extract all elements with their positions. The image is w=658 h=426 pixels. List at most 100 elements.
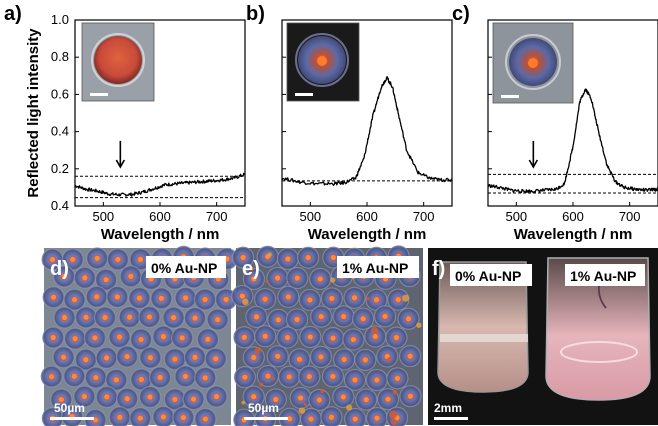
x-tick-label: 700: [413, 209, 435, 224]
x-tick-label: 600: [356, 209, 378, 224]
microbead-core: [70, 256, 76, 263]
panel-letter-f: f): [432, 258, 445, 280]
microbead-core: [180, 414, 186, 421]
x-tick-label: 600: [562, 209, 584, 224]
microbead-core: [274, 275, 281, 281]
microbead-core: [48, 373, 55, 380]
microbead-core: [341, 313, 347, 320]
microbead-core: [147, 394, 153, 400]
microbead-core: [137, 256, 144, 262]
photo-d-label-box: [146, 256, 226, 278]
microbead-core: [157, 374, 163, 380]
microbead-core: [318, 354, 324, 360]
photo-e-scale-bar: [244, 417, 288, 420]
microbead-core: [317, 276, 323, 282]
microbead-core: [213, 356, 219, 362]
microbead-core: [362, 357, 368, 363]
au-nanoparticle-speck: [241, 400, 246, 405]
microbead-core: [138, 336, 144, 343]
au-nanoparticle-speck: [272, 377, 276, 381]
microbead-core: [124, 396, 130, 402]
microbead-core: [126, 314, 133, 320]
microbead-core: [94, 255, 100, 261]
microbead-core: [103, 277, 109, 283]
x-axis-title: Wavelength / nm: [514, 226, 633, 243]
photo-e-label-box: [337, 256, 419, 278]
chart-b: 500 600 700 Wavelength / nm: [281, 19, 453, 243]
microbead-core: [285, 294, 291, 300]
microbead-core: [116, 334, 123, 340]
microbead-core: [385, 396, 391, 402]
microbead-core: [394, 375, 401, 381]
microbead-core: [146, 314, 153, 320]
microbead-core: [60, 354, 67, 360]
au-nanoparticle-speck: [365, 296, 370, 301]
y-tick-label: 0.6: [51, 86, 69, 101]
microbead-core: [330, 254, 336, 261]
microbead-core: [286, 374, 292, 380]
microbead-core: [83, 314, 89, 320]
au-nanoparticle-speck: [265, 279, 269, 283]
microbead-core: [294, 275, 300, 281]
photo-f-label-left-box: [450, 264, 532, 286]
microbead-core: [382, 313, 388, 319]
au-nanoparticle-speck: [390, 419, 398, 426]
microbead-core: [172, 356, 178, 362]
panel-letter-c: c): [452, 3, 470, 25]
y-tick-label: 0.4: [51, 124, 69, 139]
microbead-core: [82, 275, 88, 281]
microbead-core: [393, 335, 400, 341]
microbead-core: [273, 396, 279, 403]
x-tick-label: 700: [206, 209, 228, 224]
y-tick-label: 0.2: [51, 161, 69, 176]
microbead-core: [128, 273, 134, 279]
microbead-core: [117, 414, 123, 420]
microbead-core: [251, 276, 257, 282]
panel-letter-b: b): [246, 3, 265, 25]
au-nanoparticle-speck: [254, 346, 262, 354]
microbead-core: [307, 334, 313, 340]
au-nanoparticle-speck: [303, 402, 308, 407]
inset-b-scale-bar: [295, 93, 313, 96]
microbead-core: [374, 415, 380, 421]
microbead-core: [318, 313, 324, 320]
chart-a: 0.4 0.2 0.4 0.6 0.8 1.0 500 600 700 Wavelength / …: [25, 12, 246, 243]
arrow-head: [528, 159, 539, 169]
microbead-core: [363, 397, 369, 403]
spectrum-line: [281, 75, 453, 186]
au-nanoparticle-speck: [402, 294, 410, 302]
microbead-core: [124, 353, 130, 360]
microbead-core: [81, 393, 87, 400]
microbead-core: [50, 334, 56, 341]
photo-f: f) 0% Au-NP 1% Au-NP 2mm: [428, 248, 658, 425]
au-nanoparticle-speck: [267, 252, 272, 257]
inset-c: [492, 22, 574, 104]
x-tick-label: 500: [299, 209, 321, 224]
microbead-core: [213, 393, 220, 400]
x-axis-title: Wavelength / nm: [308, 226, 427, 243]
microbead-core: [102, 314, 108, 321]
microbead-core: [275, 317, 281, 323]
microbead-core: [113, 377, 119, 383]
au-nanoparticle-speck: [389, 410, 398, 419]
microbead-core: [182, 373, 189, 379]
photo-d-label: 0% Au-NP: [151, 260, 217, 276]
au-nanoparticle-speck: [298, 407, 306, 414]
microbead-core: [192, 315, 198, 321]
microbead-core: [49, 256, 56, 263]
microbead-core: [407, 393, 414, 399]
microbead-core: [241, 334, 247, 340]
microbead-core: [147, 355, 153, 361]
microbead-core: [190, 396, 197, 402]
microbead-core: [328, 414, 335, 420]
microbead-core: [136, 295, 143, 301]
panel-letter-e: e): [242, 258, 260, 280]
photo-f-scale-bar: [434, 417, 468, 420]
microbead-core: [373, 297, 380, 303]
vial-left: [437, 261, 529, 393]
y-axis-title: Reflected light intensity: [25, 28, 42, 198]
microbead-core: [115, 256, 121, 263]
chart-c: 500 600 700 Wavelength / nm: [487, 19, 658, 243]
au-nanoparticle-speck: [386, 357, 392, 363]
microbead-core: [71, 297, 78, 303]
